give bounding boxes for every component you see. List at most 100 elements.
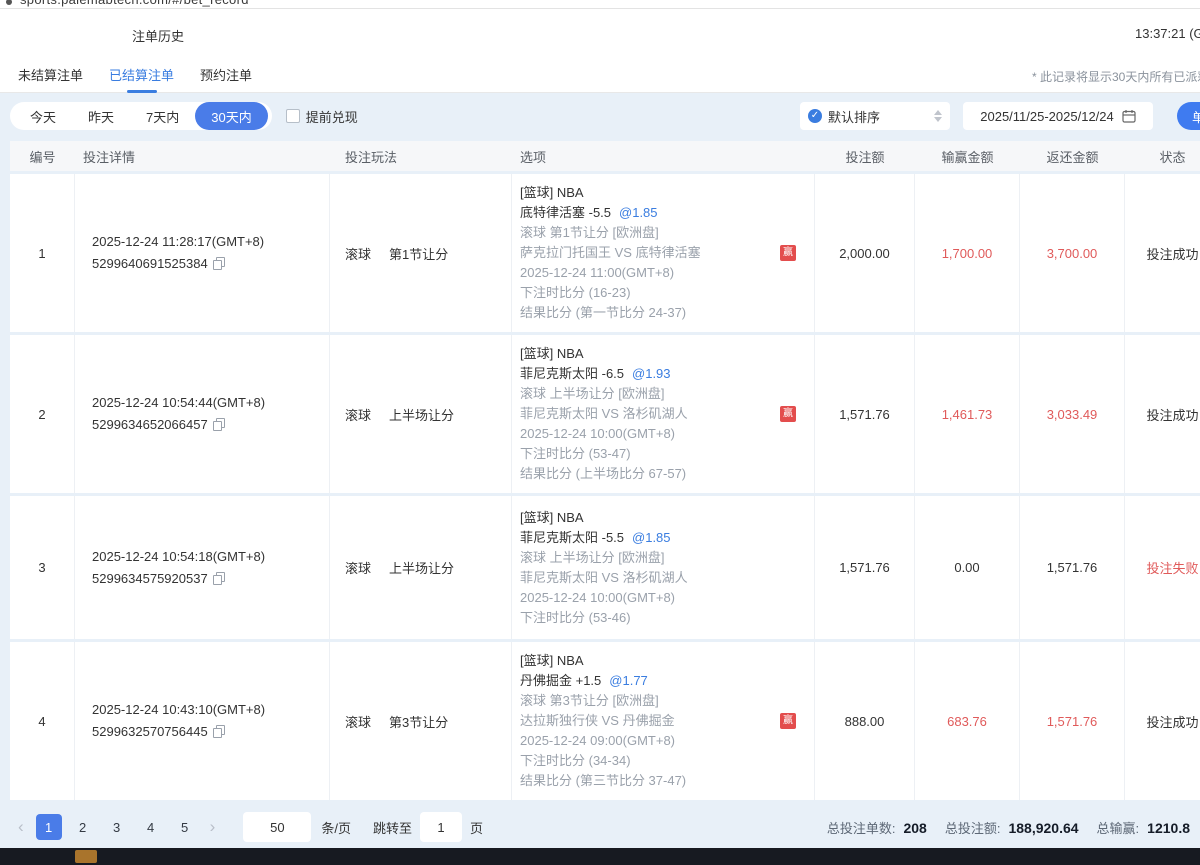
option-cell: [篮球] NBA 丹佛掘金 +1.5 @1.77 滚球 第3节让分 [欧洲盘] 达… xyxy=(512,642,815,800)
page-header: 注单历史 13:37:21 (GM xyxy=(0,9,1200,57)
play-type-cell: 滚球 上半场让分 xyxy=(330,496,512,639)
market: 滚球 上半场让分 [欧洲盘] xyxy=(520,386,665,401)
league: [篮球] NBA xyxy=(520,346,584,361)
url-text: sports.palemabtech.com/#/bet_record xyxy=(0,0,1200,7)
bet-details-cell: 2025-12-24 11:28:17(GMT+8) 5299640691525… xyxy=(75,174,330,332)
checkbox-icon xyxy=(285,109,300,123)
odds: @1.85 xyxy=(619,205,658,220)
header-amount: 投注额 xyxy=(845,149,885,165)
page-size-input[interactable] xyxy=(243,812,312,842)
table-header-row: 编号 投注详情 投注玩法 选项 投注额 输赢金额 返还金额 状态 xyxy=(10,141,1200,171)
play-detail: 第1节让分 xyxy=(389,246,449,262)
play-type-cell: 滚球 第3节让分 xyxy=(330,642,512,800)
filter-30days-button[interactable]: 30天内 xyxy=(195,102,268,130)
selection: 菲尼克斯太阳 -6.5 xyxy=(520,366,625,381)
copy-icon[interactable] xyxy=(212,418,225,431)
calendar-icon xyxy=(1122,110,1136,123)
play-type: 滚球 xyxy=(345,407,372,423)
filter-yesterday-button[interactable]: 昨天 xyxy=(88,109,115,125)
score-at-bet: 下注时比分 (34-34) xyxy=(520,753,631,768)
refund-amount: 1,571.76 xyxy=(1020,496,1125,639)
total-count-label: 总投注单数: xyxy=(826,820,896,836)
page-2-button[interactable]: 2 xyxy=(79,819,87,835)
early-cashout-label: 提前兑现 xyxy=(305,109,358,125)
header-winloss: 输赢金额 xyxy=(941,149,994,165)
sort-selected-value: 默认排序 xyxy=(828,109,881,125)
status-text: 投注成功 xyxy=(1146,407,1199,423)
market: 滚球 第3节让分 [欧洲盘] xyxy=(520,693,659,708)
copy-icon[interactable] xyxy=(212,725,225,738)
result-score: 结果比分 (第一节比分 24-37) xyxy=(520,305,687,320)
total-amount-label: 总投注额: xyxy=(944,820,1001,836)
score-at-bet: 下注时比分 (53-46) xyxy=(520,609,631,625)
total-winloss-value: 1210.8 xyxy=(1147,819,1190,836)
date-quick-filters: 今天 昨天 7天内 30天内 xyxy=(10,102,272,130)
table-row: 3 2025-12-24 10:54:18(GMT+8) 52996345759… xyxy=(10,496,1200,639)
bet-time: 2025-12-24 10:54:44(GMT+8) xyxy=(92,395,266,410)
filter-7days-button[interactable]: 7天内 xyxy=(146,109,180,125)
sort-arrows-icon xyxy=(934,110,942,122)
winloss-amount: 0.00 xyxy=(915,496,1020,639)
option-cell: [篮球] NBA 底特律活塞 -5.5 @1.85 滚球 第1节让分 [欧洲盘] … xyxy=(512,174,815,332)
page-4-button[interactable]: 4 xyxy=(147,819,155,835)
filter-today-button[interactable]: 今天 xyxy=(30,109,57,125)
option-cell: [篮球] NBA 菲尼克斯太阳 -6.5 @1.93 滚球 上半场让分 [欧洲盘]… xyxy=(512,335,815,493)
next-page-icon[interactable]: › xyxy=(209,817,216,836)
taskbar-app-icon xyxy=(75,850,97,863)
result-score: 结果比分 (第三节比分 37-47) xyxy=(520,773,687,788)
bet-details-cell: 2025-12-24 10:54:18(GMT+8) 5299634575920… xyxy=(75,496,330,639)
match-time: 2025-12-24 10:00(GMT+8) xyxy=(520,589,676,605)
tab-reserved[interactable]: 预约注单 xyxy=(200,68,253,83)
play-detail: 上半场让分 xyxy=(389,561,455,576)
odds: @1.77 xyxy=(609,673,648,688)
date-range-value: 2025/11/25-2025/12/24 xyxy=(980,108,1114,124)
match-teams: 萨克拉门托国王 VS 底特律活塞 xyxy=(520,245,701,260)
favicon xyxy=(6,0,12,5)
filter-bar: 今天 昨天 7天内 30天内 提前兑现 ✓ 默认排序 2025/11/25-20… xyxy=(0,93,1200,130)
play-detail: 第3节让分 xyxy=(389,714,449,730)
match-time: 2025-12-24 11:00(GMT+8) xyxy=(520,265,675,280)
play-type-cell: 滚球 上半场让分 xyxy=(330,335,512,493)
tab-settled[interactable]: 已结算注单 xyxy=(101,57,182,93)
record-notice: * 此记录将显示30天内所有已派彩 xyxy=(1032,70,1200,84)
copy-icon[interactable] xyxy=(212,257,225,270)
main-content: 今天 昨天 7天内 30天内 提前兑现 ✓ 默认排序 2025/11/25-20… xyxy=(0,93,1200,864)
query-button[interactable]: 单 xyxy=(1177,102,1200,130)
page-3-button[interactable]: 3 xyxy=(113,819,121,835)
odds: @1.93 xyxy=(632,366,671,381)
bet-id: 5299640691525384 xyxy=(92,256,208,271)
play-type: 滚球 xyxy=(345,714,372,730)
bet-id: 5299632570756445 xyxy=(92,724,208,739)
winloss-amount: 1,700.00 xyxy=(915,174,1020,332)
copy-icon[interactable] xyxy=(212,571,225,585)
total-winloss-label: 总输赢: xyxy=(1096,820,1140,836)
page-unit-label: 页 xyxy=(469,820,483,836)
jump-page-input[interactable] xyxy=(419,812,462,842)
prev-page-icon[interactable]: ‹ xyxy=(18,817,24,836)
bet-time: 2025-12-24 11:28:17(GMT+8) xyxy=(92,234,265,249)
market: 滚球 第1节让分 [欧洲盘] xyxy=(520,225,659,240)
match-time: 2025-12-24 10:00(GMT+8) xyxy=(520,426,676,441)
league: [篮球] NBA xyxy=(520,185,584,200)
league: [篮球] NBA xyxy=(520,509,584,525)
sort-dropdown[interactable]: ✓ 默认排序 xyxy=(800,102,950,130)
league: [篮球] NBA xyxy=(520,653,584,668)
score-at-bet: 下注时比分 (53-47) xyxy=(520,446,631,461)
winloss-amount: 1,461.73 xyxy=(915,335,1020,493)
selection: 丹佛掘金 +1.5 xyxy=(520,673,602,688)
table-row: 4 2025-12-24 10:43:10(GMT+8) 52996325707… xyxy=(10,642,1200,800)
tab-unsettled[interactable]: 未结算注单 xyxy=(18,68,84,83)
totals-summary: 总投注单数: 208 总投注额: 188,920.64 总输赢: 1210.8 xyxy=(827,818,1190,837)
page-5-button[interactable]: 5 xyxy=(181,819,189,835)
table-row: 1 2025-12-24 11:28:17(GMT+8) 52996406915… xyxy=(10,174,1200,332)
bet-table: 编号 投注详情 投注玩法 选项 投注额 输赢金额 返还金额 状态 1 2025-… xyxy=(10,141,1200,800)
page-1-button[interactable]: 1 xyxy=(35,814,62,840)
check-circle-icon: ✓ xyxy=(808,109,822,123)
play-type-cell: 滚球 第1节让分 xyxy=(330,174,512,332)
odds: @1.85 xyxy=(632,529,671,545)
taskbar xyxy=(0,848,1200,865)
score-at-bet: 下注时比分 (16-23) xyxy=(520,285,631,300)
win-badge: 赢 xyxy=(780,245,796,261)
date-range-input[interactable]: 2025/11/25-2025/12/24 xyxy=(963,102,1153,130)
early-cashout-checkbox[interactable]: 提前兑现 xyxy=(285,107,358,126)
